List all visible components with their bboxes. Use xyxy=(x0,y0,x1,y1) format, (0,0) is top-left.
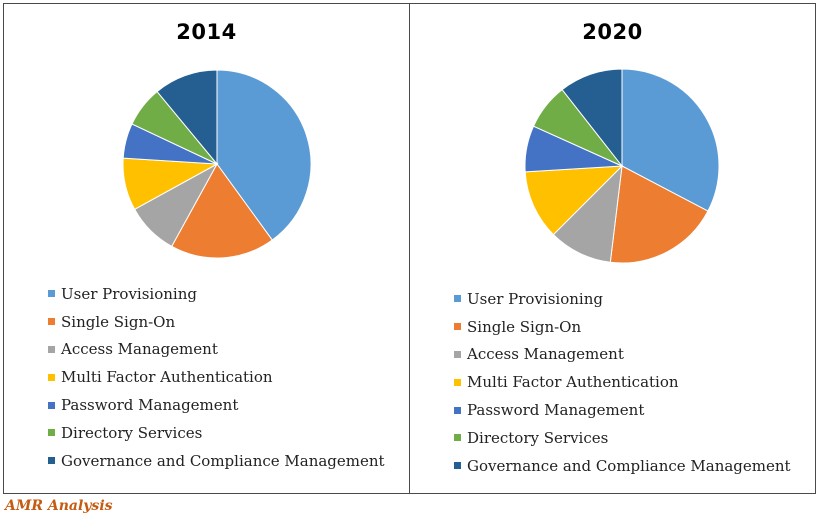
legend-item-password-management: Password Management xyxy=(48,391,385,419)
legend-label: Directory Services xyxy=(61,423,203,442)
legend-item-multi-factor-authentication: Multi Factor Authentication xyxy=(454,368,791,396)
legend-label: Governance and Compliance Management xyxy=(61,451,385,470)
pie-slice-user-provisioning xyxy=(216,69,312,241)
legend-item-single-sign-on: Single Sign-On xyxy=(454,313,791,341)
legend-swatch xyxy=(48,345,55,353)
chart-panel-2014: 2014 User Provisioning Single Sign-On Acce… xyxy=(3,3,410,494)
legend-item-password-management: Password Management xyxy=(454,396,791,424)
legend-item-directory-services: Directory Services xyxy=(48,419,385,447)
legend-item-access-management: Access Management xyxy=(48,336,385,364)
pie-chart-2014 xyxy=(122,69,312,259)
legend-label: Multi Factor Authentication xyxy=(467,373,679,392)
legend-item-directory-services: Directory Services xyxy=(454,424,791,452)
pie-slice-single-sign-on xyxy=(609,165,709,264)
legend-swatch xyxy=(48,401,55,409)
legend-swatch xyxy=(454,462,461,470)
legend-item-user-provisioning: User Provisioning xyxy=(48,280,385,308)
chart-title: 2020 xyxy=(582,20,643,44)
legend-label: Access Management xyxy=(61,340,218,359)
legend-swatch xyxy=(48,373,55,381)
legend-label: Password Management xyxy=(467,401,645,420)
legend-label: Multi Factor Authentication xyxy=(61,368,273,387)
legend-swatch xyxy=(454,350,461,358)
legend-label: Governance and Compliance Management xyxy=(467,456,791,475)
chart-title: 2014 xyxy=(176,20,237,44)
pie-slice-governance-and-compliance-management xyxy=(561,68,623,168)
legend-item-access-management: Access Management xyxy=(454,341,791,369)
legend-label: Password Management xyxy=(61,396,239,415)
legend-swatch xyxy=(48,457,55,465)
legend-swatch xyxy=(454,406,461,414)
legend-swatch xyxy=(48,318,55,326)
legend-label: Access Management xyxy=(467,345,624,364)
chart-legend-2014: User Provisioning Single Sign-On Access Ma… xyxy=(48,280,385,475)
legend-label: Single Sign-On xyxy=(61,312,176,331)
legend-item-governance-and-compliance-management: Governance and Compliance Management xyxy=(454,452,791,480)
legend-swatch xyxy=(454,434,461,442)
legend-item-multi-factor-authentication: Multi Factor Authentication xyxy=(48,363,385,391)
legend-item-single-sign-on: Single Sign-On xyxy=(48,308,385,336)
legend-item-governance-and-compliance-management: Governance and Compliance Management xyxy=(48,447,385,475)
legend-label: Directory Services xyxy=(467,428,609,447)
legend-label: User Provisioning xyxy=(467,289,603,308)
legend-swatch xyxy=(454,378,461,386)
source-label: AMR Analysis xyxy=(5,498,113,514)
legend-swatch xyxy=(48,290,55,298)
chart-panel-2020: 2020 User Provisioning Single Sign-On Acce… xyxy=(409,3,816,494)
pie-slice-user-provisioning xyxy=(621,68,720,212)
legend-swatch xyxy=(454,295,461,303)
pie-slice-multi-factor-authentication xyxy=(524,165,624,236)
legend-label: User Provisioning xyxy=(61,284,197,303)
legend-label: Single Sign-On xyxy=(467,317,582,336)
pie-slice-governance-and-compliance-management xyxy=(156,69,218,166)
pie-slice-single-sign-on xyxy=(171,163,273,259)
legend-item-user-provisioning: User Provisioning xyxy=(454,285,791,313)
legend-swatch xyxy=(454,323,461,331)
pie-chart-2020 xyxy=(524,68,720,264)
chart-legend-2020: User Provisioning Single Sign-On Access Ma… xyxy=(454,285,791,480)
legend-swatch xyxy=(48,429,55,437)
